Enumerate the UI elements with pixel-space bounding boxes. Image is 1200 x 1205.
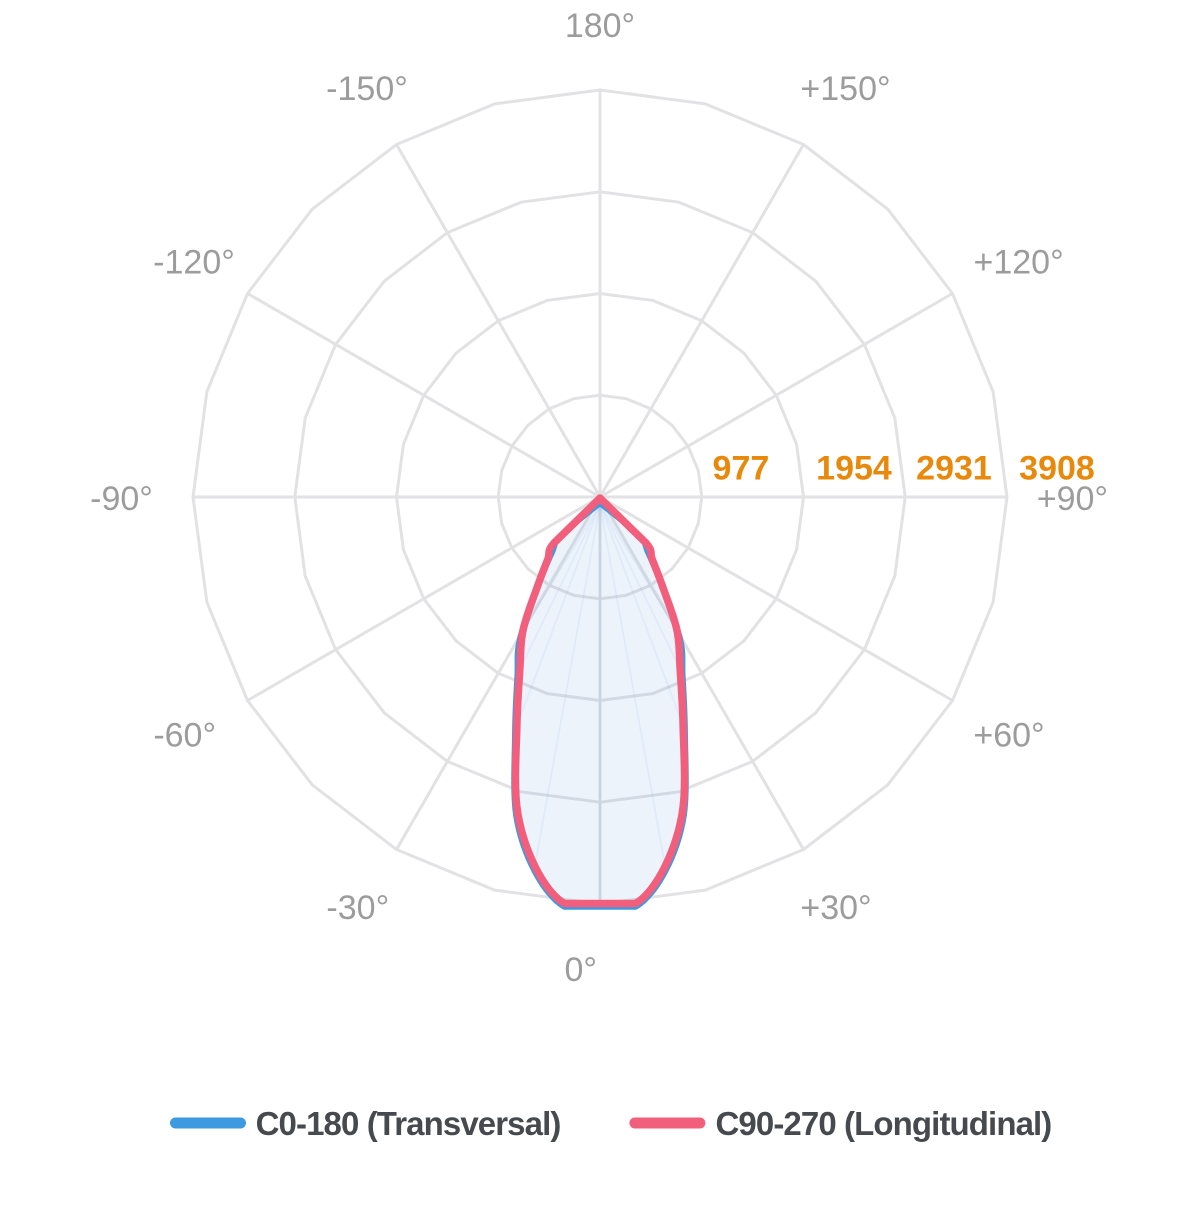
svg-text:180°: 180°: [565, 7, 635, 45]
svg-text:C0-180 (Transversal): C0-180 (Transversal): [256, 1105, 561, 1142]
svg-text:+60°: +60°: [973, 717, 1044, 755]
svg-text:+30°: +30°: [800, 889, 871, 927]
svg-text:2931: 2931: [916, 450, 992, 488]
svg-text:+90°: +90°: [1037, 480, 1108, 518]
svg-text:3908: 3908: [1019, 450, 1095, 488]
svg-text:C90-270 (Longitudinal): C90-270 (Longitudinal): [716, 1105, 1052, 1142]
svg-text:+120°: +120°: [974, 244, 1064, 282]
svg-text:-120°: -120°: [153, 244, 235, 282]
svg-text:1954: 1954: [816, 450, 892, 488]
svg-text:977: 977: [713, 450, 770, 488]
svg-text:0°: 0°: [564, 951, 597, 989]
svg-text:-90°: -90°: [90, 480, 153, 518]
svg-text:-30°: -30°: [326, 889, 389, 927]
svg-text:-150°: -150°: [326, 70, 408, 108]
svg-text:+150°: +150°: [800, 70, 890, 108]
svg-text:-60°: -60°: [153, 717, 216, 755]
